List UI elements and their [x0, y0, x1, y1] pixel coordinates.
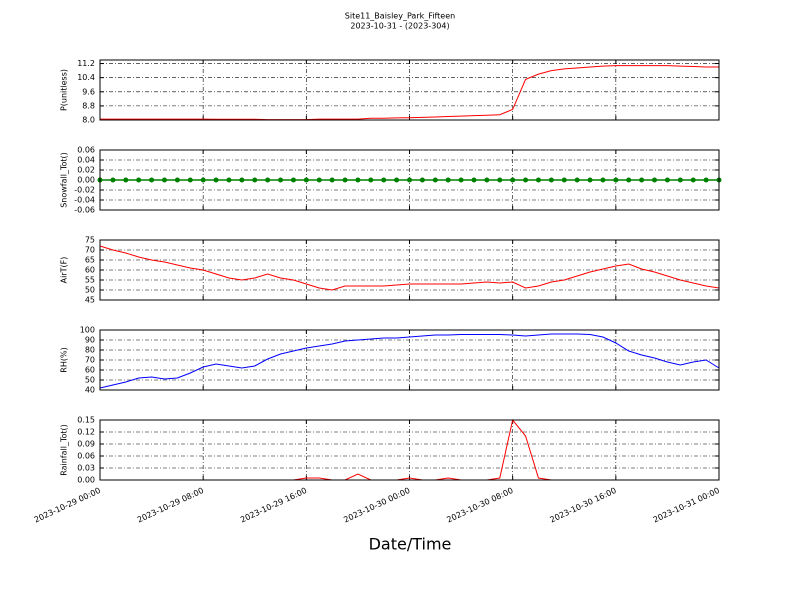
marker [639, 177, 645, 183]
marker [368, 177, 374, 183]
y-tick-label: 8.0 [82, 116, 95, 125]
y-tick-label: 45 [85, 296, 95, 305]
marker [432, 177, 438, 183]
marker [561, 177, 567, 183]
marker [664, 177, 670, 183]
y-tick-label: 0.09 [77, 440, 95, 449]
y-tick-label: 0.02 [77, 166, 95, 175]
marker [484, 177, 490, 183]
y-tick-label: 0.12 [77, 428, 95, 437]
y-tick-label: 0.00 [77, 176, 95, 185]
marker [200, 177, 206, 183]
marker [574, 177, 580, 183]
data-line [99, 245, 720, 291]
y-tick-label: 0.06 [77, 146, 95, 155]
y-tick-label: 60 [85, 366, 95, 375]
marker [239, 177, 245, 183]
marker [381, 177, 387, 183]
marker [510, 177, 516, 183]
y-tick-label: 65 [85, 256, 95, 265]
marker [652, 177, 658, 183]
axes-frame [99, 149, 720, 211]
marker [265, 177, 271, 183]
marker [290, 177, 296, 183]
y-tick-label: -0.02 [74, 186, 95, 195]
y-tick-label: 55 [85, 276, 95, 285]
y-tick-label: 9.6 [82, 87, 95, 96]
y-tick-label: 0.15 [77, 416, 95, 425]
y-tick-label: 8.8 [82, 101, 95, 110]
y-tick-label: -0.06 [74, 206, 95, 215]
axes-frame [99, 419, 720, 481]
data-line [99, 333, 720, 389]
y-tick-label: -0.04 [74, 196, 95, 205]
axes-frame [99, 329, 720, 391]
y-axis-label: P(unitless) [60, 69, 69, 111]
marker [110, 177, 116, 183]
marker [174, 177, 180, 183]
y-tick-label: 50 [85, 286, 95, 295]
marker [613, 177, 619, 183]
y-tick-label: 70 [85, 356, 95, 365]
marker [690, 177, 696, 183]
marker [703, 177, 709, 183]
marker [329, 177, 335, 183]
y-tick-label: 0.06 [77, 452, 95, 461]
y-tick-label: 50 [85, 376, 95, 385]
marker [213, 177, 219, 183]
y-axis-label: RH(%) [60, 347, 69, 372]
y-tick-label: 70 [85, 246, 95, 255]
marker [497, 177, 503, 183]
y-tick-label: 11.2 [77, 59, 95, 68]
marker [548, 177, 554, 183]
x-axis-label: Date/Time [369, 535, 452, 554]
y-tick-label: 10.4 [77, 73, 95, 82]
y-axis-label: Rainfall_Tot() [60, 424, 69, 476]
marker [252, 177, 258, 183]
marker [123, 177, 129, 183]
marker [677, 177, 683, 183]
y-tick-label: 100 [80, 326, 95, 335]
y-tick-label: 80 [85, 346, 95, 355]
marker [136, 177, 142, 183]
marker [626, 177, 632, 183]
marker [419, 177, 425, 183]
marker [445, 177, 451, 183]
marker [471, 177, 477, 183]
chart-subtitle: 2023-10-31 - (2023-304) [350, 22, 449, 31]
marker [226, 177, 232, 183]
y-tick-label: 60 [85, 266, 95, 275]
y-axis-label: Snowfall_Tot() [60, 152, 69, 208]
y-axis-label: AirT(F) [60, 257, 69, 284]
marker [535, 177, 541, 183]
data-line [100, 65, 719, 121]
y-tick-label: 40 [85, 386, 95, 395]
y-tick-label: 0.00 [77, 476, 95, 485]
marker [187, 177, 193, 183]
y-tick-label: 90 [85, 336, 95, 345]
marker [523, 177, 529, 183]
marker [587, 177, 593, 183]
marker [342, 177, 348, 183]
marker [458, 177, 464, 183]
marker [278, 177, 284, 183]
chart-title: Site11_Baisley_Park_Fifteen [345, 12, 455, 21]
marker [149, 177, 155, 183]
marker [316, 177, 322, 183]
y-tick-label: 0.03 [77, 464, 95, 473]
y-tick-label: 75 [85, 236, 95, 245]
axes-frame [99, 59, 720, 121]
marker [394, 177, 400, 183]
axes-frame [99, 239, 720, 301]
y-tick-label: 0.04 [77, 156, 95, 165]
marker [600, 177, 606, 183]
marker [161, 177, 167, 183]
marker [355, 177, 361, 183]
marker [407, 177, 412, 183]
marker [303, 177, 309, 183]
